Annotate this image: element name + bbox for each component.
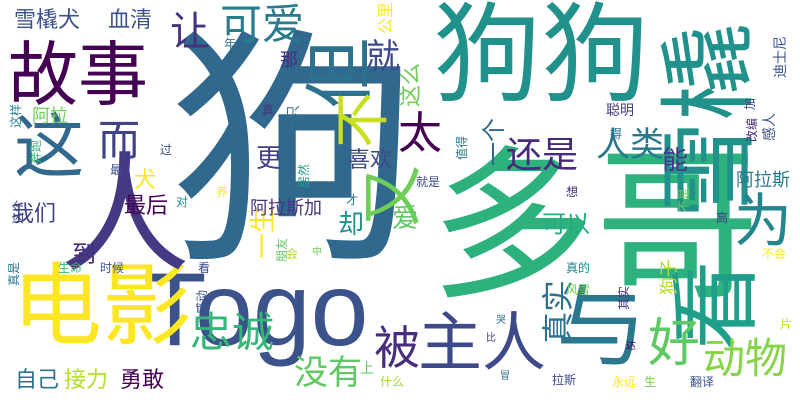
word-gushi: 故事 [8, 34, 148, 116]
word-juran: 居然 [297, 163, 312, 189]
word-zhide: 值得 [455, 135, 470, 161]
word-sheng: 生 [644, 375, 657, 389]
word-quan: 犬 [134, 168, 157, 193]
word-gandong: 感动 [195, 289, 210, 315]
word-yonggan: 勇敢 [120, 368, 165, 393]
word-dui: 对 [176, 195, 189, 209]
word-mao: 冒 [500, 371, 510, 382]
word-zui: 最 [110, 163, 123, 177]
word-yige: 一个 [480, 118, 508, 166]
word-kan-small: 看 [198, 261, 211, 275]
word-dao: 到 [72, 240, 96, 268]
word-ziji: 自己 [15, 368, 60, 393]
word-lasi: 拉斯 [552, 373, 577, 387]
word-ai: 爱 [392, 204, 419, 234]
word-bei: 被 [374, 321, 420, 375]
word-tai: 太 [398, 108, 442, 159]
word-rang: 让 [170, 9, 210, 55]
word-ren: 人 [60, 139, 191, 291]
word-alasi: 阿拉斯 [736, 170, 790, 191]
word-fengxue: 风雪 [566, 283, 591, 297]
word-xiang: 想 [566, 185, 579, 199]
word-cai: 才 [346, 193, 359, 207]
word-zhenshi-2: 真是 [7, 261, 22, 287]
word-zuihou: 最后 [124, 194, 169, 219]
word-zhe: 这 [14, 106, 84, 188]
word-zheyang: 这样 [9, 103, 24, 129]
word-zhende: 真的 [566, 261, 591, 275]
word-hui: 会 [286, 247, 299, 261]
word-haishi: 还是 [506, 135, 579, 176]
word-xueqing: 血清 [108, 8, 153, 33]
word-togo: Togo [143, 252, 369, 368]
word-gougou: 狗狗 [433, 0, 650, 118]
word-shenme: 什么 [380, 375, 405, 389]
word-duoge: 多哥 [430, 131, 760, 323]
word-buhui: 不会 [762, 247, 787, 261]
word-xueqiaoquan: 雪橇犬 [14, 8, 81, 33]
word-neng: 能 [662, 146, 689, 176]
word-zhong: 中 [312, 247, 322, 258]
word-ala: 阿拉 [32, 106, 68, 127]
word-keyi: 可以 [542, 210, 590, 238]
word-er: 而 [98, 116, 141, 165]
word-keai: 可爱 [220, 0, 305, 49]
word-jia: 加 [743, 97, 758, 111]
word-congming: 聪明 [606, 103, 634, 119]
word-zhege: 这个 [11, 199, 26, 225]
word-bi: 比 [486, 333, 496, 344]
word-guo: 过 [160, 143, 173, 157]
word-qishi: 其实 [617, 285, 632, 311]
word-dishini: 迪士尼 [773, 36, 789, 78]
word-yongyuan: 永远 [612, 375, 637, 389]
word-jiu: 就 [366, 37, 400, 77]
word-ganren: 感人 [762, 113, 778, 141]
word-zheme: 这么 [399, 62, 425, 108]
word-gongli: 公里 [376, 1, 396, 35]
word-xihuan: 喜欢 [348, 148, 393, 173]
word-que: 却 [338, 210, 365, 240]
word-meiyou: 没有 [294, 353, 362, 393]
word-jiushi: 就是 [416, 175, 441, 189]
word-bu: 不 [331, 92, 396, 148]
word-gouzi: 狗子 [659, 259, 680, 295]
word-pian: 片 [780, 317, 793, 331]
word-dongwu: 动物 [703, 334, 788, 383]
word-women: 我们 [12, 202, 57, 227]
word-gou: 狗 [168, 7, 418, 298]
word-shang: 上 [360, 361, 374, 377]
word-zhongcheng: 忠诚 [190, 308, 275, 357]
word-wei: 为 [734, 187, 793, 255]
word-benpao: 奔跑 [29, 139, 44, 165]
word-jieli: 接力 [64, 368, 109, 393]
word-yu: 与 [556, 275, 646, 380]
word-bushi: 不是 [677, 187, 692, 213]
word-geng: 更 [256, 144, 283, 174]
word-dianying: 电影 [12, 254, 192, 359]
word-gao: 高 [716, 211, 729, 225]
word-alasijia: 阿拉斯加 [250, 198, 322, 219]
word-de: 得 [610, 127, 623, 141]
word-hao: 好 [648, 314, 701, 374]
word-shihou: 时候 [100, 261, 125, 275]
word-zhuren: 主人 [418, 307, 546, 381]
word-yizhi: 一只 [286, 105, 302, 133]
word-yang: 养 [216, 185, 229, 199]
word-shengming: 生命 [58, 261, 83, 275]
word-nian: 年 [224, 37, 237, 51]
word-zhen: 真 [262, 103, 275, 117]
word-gaibian: 改编 [745, 117, 760, 143]
word-fanyi: 翻译 [690, 375, 715, 389]
word-renlei: 人类 [596, 125, 664, 165]
word-na: 那 [280, 50, 298, 71]
word-da: 达 [626, 341, 636, 352]
word-ku: 哭 [496, 315, 506, 326]
